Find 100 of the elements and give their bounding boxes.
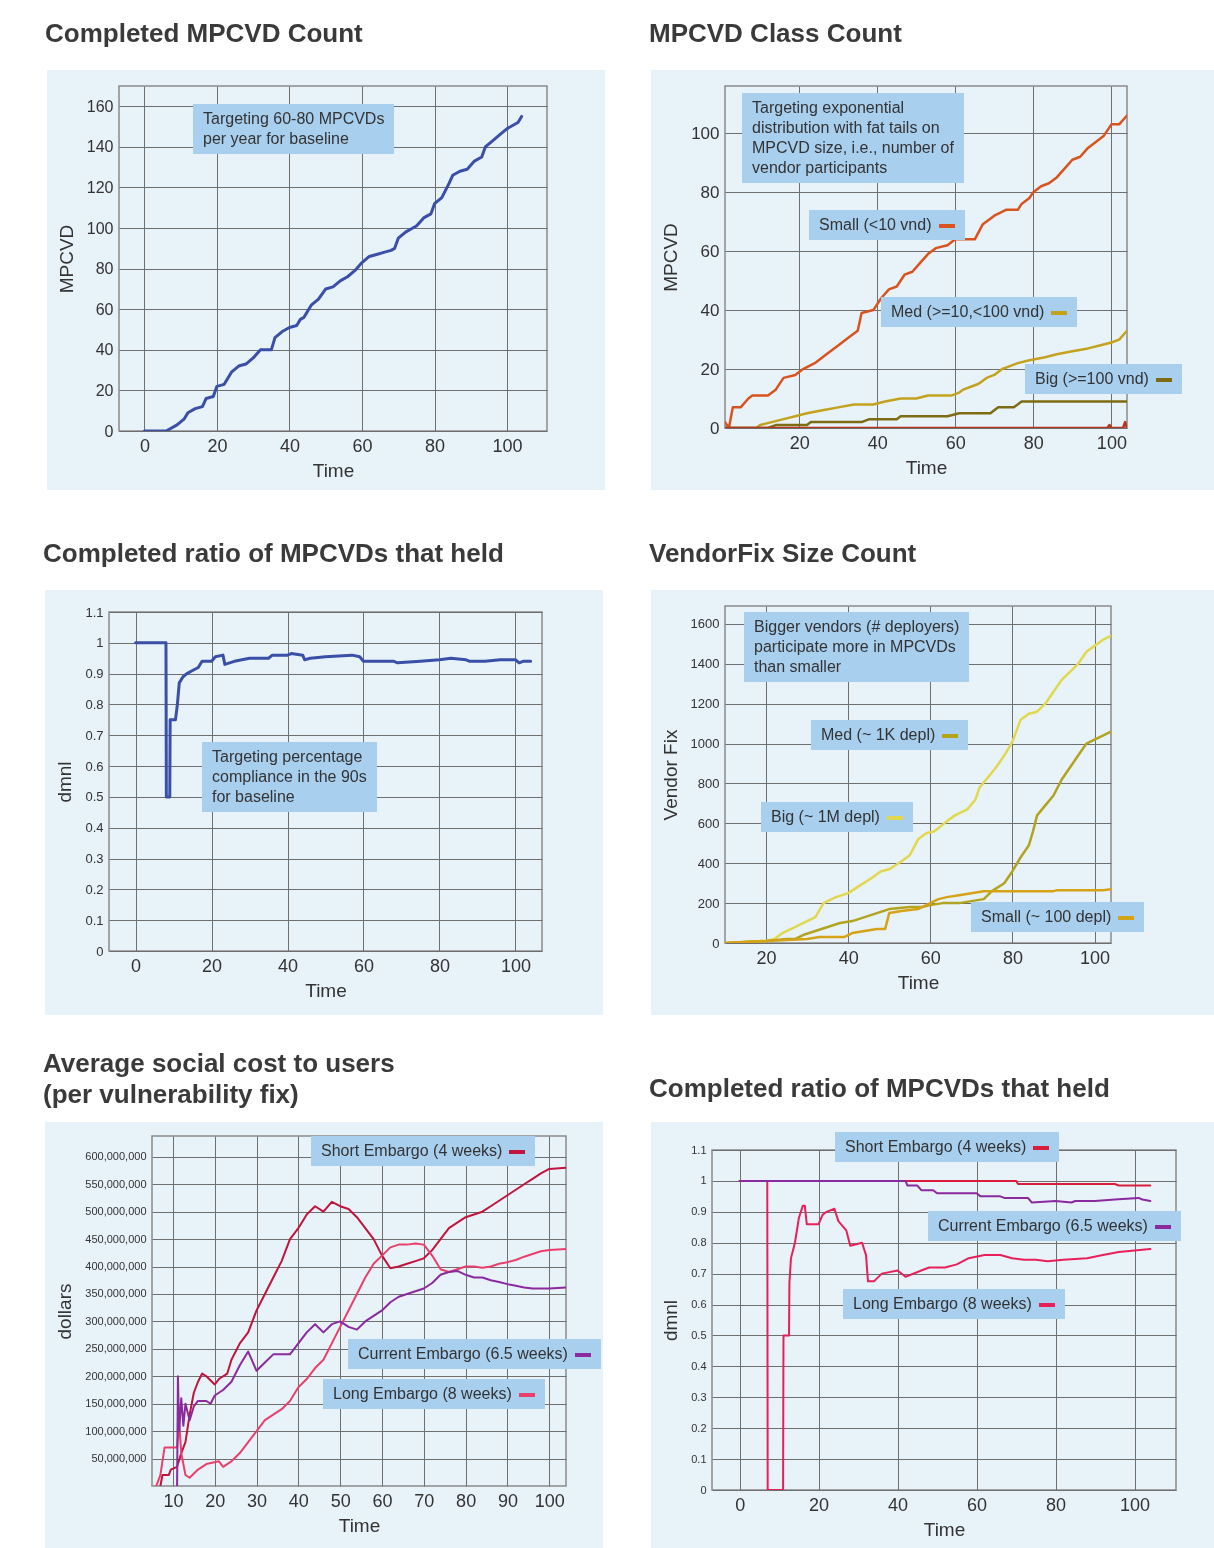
y-tick-label: 0.8 (85, 696, 104, 712)
x-tick-label: 60 (920, 947, 941, 968)
y-tick-label: 40 (95, 341, 114, 359)
annotation: Targeting exponential distribution with fat tails on MPCVD size, i.e., number of vendor participants (752, 98, 954, 178)
y-tick-label: 1 (700, 1174, 707, 1187)
y-tick-label: 0.4 (691, 1359, 707, 1372)
y-tick-label: 20 (700, 359, 720, 379)
legend-label: Long Embargo (8 weeks) (333, 1385, 512, 1402)
x-tick-label: 50 (330, 1490, 351, 1511)
chart-title: VendorFix Size Count (649, 538, 917, 569)
y-tick-label: 80 (95, 260, 114, 278)
line-series (142, 114, 524, 431)
y-tick-label: 0.7 (85, 727, 104, 743)
y-tick-label: 100 (691, 123, 720, 143)
chart-title: Completed MPCVD Count (45, 18, 363, 49)
y-tick-label: 400 (697, 855, 720, 871)
y-axis-title: dollars (54, 1283, 76, 1340)
x-tick-label: 40 (867, 432, 888, 453)
y-tick-label: 0.8 (691, 1236, 707, 1249)
y-tick-label: 40 (700, 300, 720, 320)
y-tick-label: 1400 (690, 656, 720, 672)
legend-label: Big (~ 1M depl) (771, 808, 880, 825)
x-tick-label: 20 (809, 1494, 830, 1515)
x-tick-label: 100 (1120, 1494, 1151, 1515)
legend-label: Small (<10 vnd) (819, 216, 932, 233)
legend-label: Short Embargo (4 weeks) (845, 1138, 1027, 1155)
x-tick-label: 40 (279, 435, 300, 456)
chart-title: Average social cost to users (per vulnerability fix) (43, 1048, 395, 1110)
legend-label: Short Embargo (4 weeks) (321, 1142, 503, 1159)
x-tick-label: 80 (1046, 1494, 1067, 1515)
y-tick-label: 0.1 (85, 912, 104, 928)
y-tick-label: 0.3 (85, 851, 104, 867)
y-tick-label: 600 (697, 815, 720, 831)
y-tick-label: 60 (700, 241, 720, 261)
line-series (738, 1179, 1152, 1204)
y-tick-label: 400,000,000 (85, 1260, 147, 1273)
y-tick-label: 0.1 (691, 1452, 707, 1465)
x-tick-label: 80 (425, 435, 446, 456)
x-tick-label: 40 (288, 1490, 309, 1511)
legend-label: Med (~ 1K depl) (821, 726, 936, 743)
y-tick-label: 1.1 (691, 1143, 707, 1156)
y-tick-label: 350,000,000 (85, 1287, 147, 1300)
y-tick-label: 550,000,000 (85, 1177, 147, 1190)
y-tick-label: 1200 (690, 696, 720, 712)
y-tick-label: 1000 (690, 736, 720, 752)
y-tick-label: 0.5 (85, 789, 104, 805)
x-axis-title: Time (338, 1514, 381, 1536)
chart-title: Completed ratio of MPCVDs that held (43, 538, 504, 569)
legend-label: Small (~ 100 depl) (981, 908, 1112, 925)
y-tick-label: 20 (95, 381, 114, 399)
y-tick-label: 0.4 (85, 820, 104, 836)
y-tick-label: 800 (697, 775, 720, 791)
y-tick-label: 0.7 (691, 1267, 707, 1280)
y-tick-label: 0.9 (691, 1205, 707, 1218)
x-axis-title: Time (923, 1518, 966, 1540)
x-axis-title: Time (305, 979, 347, 1001)
y-tick-label: 1600 (690, 616, 720, 632)
line-series (176, 1269, 566, 1486)
legend-label: Big (>=100 vnd) (1035, 370, 1149, 387)
annotation: Targeting 60-80 MPCVDs per year for baseline (203, 109, 385, 149)
x-tick-label: 100 (1080, 947, 1111, 968)
x-tick-label: 20 (205, 1490, 226, 1511)
x-tick-label: 80 (456, 1490, 477, 1511)
x-tick-label: 60 (353, 955, 374, 976)
y-tick-label: 60 (95, 300, 114, 318)
y-tick-label: 80 (700, 182, 720, 202)
legend-label: Current Embargo (6.5 weeks) (358, 1345, 568, 1362)
y-tick-label: 1 (96, 635, 104, 651)
x-tick-label: 10 (163, 1490, 184, 1511)
line-series (159, 1166, 566, 1486)
x-tick-label: 0 (735, 1494, 746, 1515)
y-axis-title: dmnl (54, 761, 76, 803)
x-tick-label: 20 (202, 955, 223, 976)
y-tick-label: 1.1 (85, 604, 104, 620)
y-tick-label: 600,000,000 (85, 1150, 147, 1163)
y-axis-title: Vendor Fix (659, 729, 681, 821)
y-tick-label: 0.3 (691, 1390, 707, 1403)
line-series (155, 1242, 566, 1486)
y-tick-label: 250,000,000 (85, 1342, 147, 1355)
x-tick-label: 60 (967, 1494, 988, 1515)
x-tick-label: 60 (945, 432, 966, 453)
x-tick-label: 80 (1002, 947, 1023, 968)
x-tick-label: 40 (278, 955, 299, 976)
y-tick-label: 0.6 (691, 1298, 707, 1311)
y-tick-label: 200,000,000 (85, 1369, 147, 1382)
x-tick-label: 20 (207, 435, 228, 456)
y-tick-label: 0 (712, 935, 720, 951)
y-axis-title: MPCVD (55, 224, 77, 294)
y-tick-label: 0.9 (85, 666, 104, 682)
annotation: Targeting percentage compliance in the 90s for baseline (212, 747, 367, 807)
line-series (725, 887, 1111, 943)
y-tick-label: 160 (86, 97, 114, 115)
x-tick-label: 80 (1023, 432, 1044, 453)
y-tick-label: 150,000,000 (85, 1397, 147, 1410)
x-tick-label: 30 (247, 1490, 268, 1511)
x-tick-label: 60 (352, 435, 373, 456)
chart-title: MPCVD Class Count (649, 18, 902, 49)
legend-label: Current Embargo (6.5 weeks) (938, 1217, 1148, 1234)
x-tick-label: 40 (838, 947, 859, 968)
y-tick-label: 100,000,000 (85, 1424, 147, 1437)
